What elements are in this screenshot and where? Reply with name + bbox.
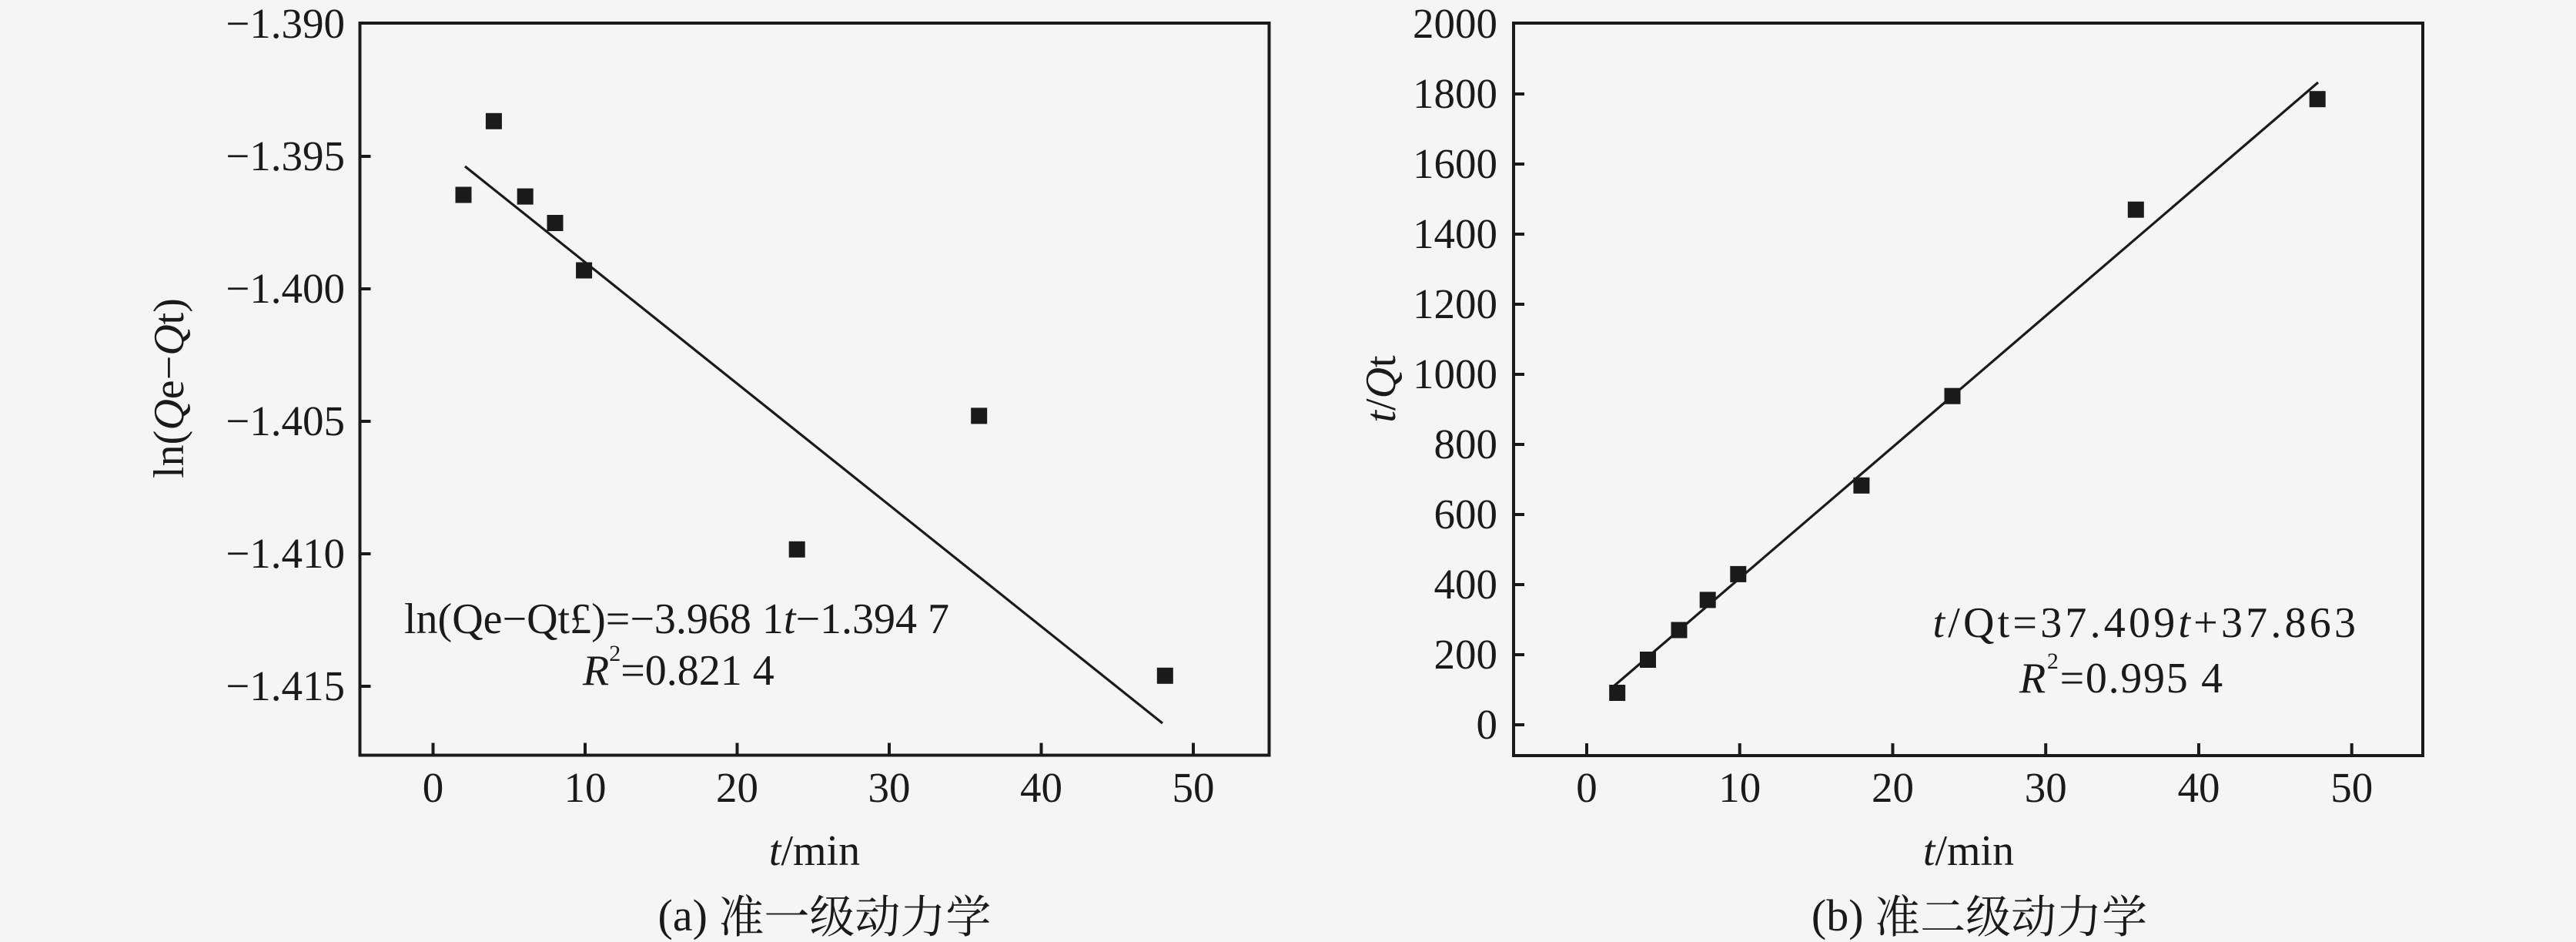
svg-text:1400: 1400 (1413, 210, 1497, 257)
svg-text:−1.395: −1.395 (226, 132, 345, 179)
svg-text:1600: 1600 (1413, 140, 1497, 187)
svg-text:800: 800 (1434, 421, 1498, 468)
svg-text:−1.410: −1.410 (226, 530, 345, 577)
svg-text:20: 20 (716, 764, 758, 811)
svg-text:ln(Qe−Qt): ln(Qe−Qt) (146, 298, 193, 478)
svg-text:0: 0 (1576, 764, 1597, 811)
svg-text:30: 30 (2025, 764, 2067, 811)
svg-text:t/Qt: t/Qt (1357, 355, 1405, 423)
svg-text:10: 10 (564, 764, 607, 811)
svg-text:−1.390: −1.390 (226, 0, 345, 47)
svg-text:400: 400 (1434, 561, 1498, 608)
svg-text:1000: 1000 (1413, 350, 1497, 397)
svg-text:−1.400: −1.400 (226, 265, 345, 312)
svg-text:R2=0.821 4: R2=0.821 4 (582, 641, 774, 695)
svg-text:−1.415: −1.415 (226, 662, 345, 709)
svg-text:R2=0.995 4: R2=0.995 4 (2019, 649, 2224, 702)
svg-text:(b): (b) (1812, 890, 1864, 940)
svg-text:50: 50 (1173, 764, 1215, 811)
svg-text:20: 20 (1872, 764, 1914, 811)
svg-text:600: 600 (1434, 491, 1498, 538)
svg-text:t/min: t/min (769, 827, 860, 875)
svg-text:10: 10 (1718, 764, 1761, 811)
svg-text:200: 200 (1434, 631, 1498, 678)
svg-text:t/min: t/min (1923, 827, 2014, 875)
svg-text:0: 0 (423, 764, 444, 811)
svg-text:0: 0 (1477, 701, 1498, 748)
svg-text:50: 50 (2330, 764, 2373, 811)
svg-text:(a): (a) (658, 890, 708, 940)
svg-text:−1.405: −1.405 (226, 397, 345, 444)
svg-text:1200: 1200 (1413, 280, 1497, 327)
svg-text:30: 30 (868, 764, 911, 811)
svg-text:40: 40 (1020, 764, 1062, 811)
svg-text:ln(Qe−Qt£)=−3.968 1t−1.394 7: ln(Qe−Qt£)=−3.968 1t−1.394 7 (404, 595, 949, 643)
svg-text:t/Qt=37.409t+37.863: t/Qt=37.409t+37.863 (1933, 599, 2360, 647)
svg-text:1800: 1800 (1413, 70, 1497, 117)
svg-text:2000: 2000 (1413, 0, 1497, 47)
svg-text:40: 40 (2177, 764, 2220, 811)
